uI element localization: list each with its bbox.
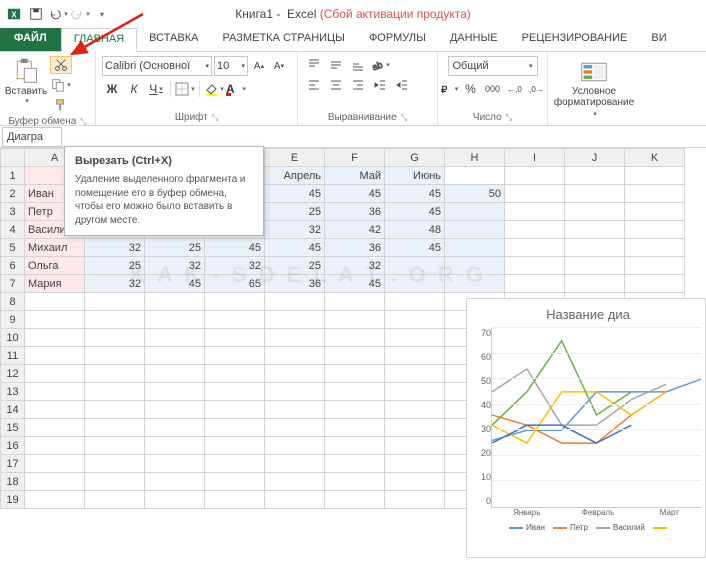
tab-home[interactable]: ГЛАВНАЯ (61, 28, 137, 52)
orientation-button[interactable]: ab▾ (370, 56, 390, 74)
align-right-button[interactable] (348, 76, 368, 94)
cut-button[interactable] (50, 56, 72, 74)
tab-insert[interactable]: ВСТАВКА (137, 28, 210, 51)
italic-button[interactable]: К (124, 80, 144, 98)
embedded-chart[interactable]: Название диа 706050403020100 ЯнварьФевра… (466, 298, 706, 558)
chart-x-axis: ЯнварьФевральМарт (491, 508, 705, 517)
col-header[interactable]: K (625, 149, 685, 167)
svg-text:X: X (11, 11, 17, 20)
svg-text:₽: ₽ (441, 85, 448, 96)
copy-button[interactable]: ▾ (50, 76, 72, 94)
qa-customize-icon[interactable]: ▾ (92, 4, 112, 24)
borders-button[interactable]: ▾ (175, 80, 195, 98)
row-header[interactable]: 19 (1, 491, 25, 509)
fill-color-button[interactable]: ▾ (204, 80, 224, 98)
chart-title[interactable]: Название диа (471, 307, 705, 322)
col-header[interactable]: F (325, 149, 385, 167)
qa-undo-icon[interactable]: ▾ (48, 4, 68, 24)
chart-y-axis: 706050403020100 (471, 328, 491, 508)
decrease-decimal-button[interactable]: ,0→ (527, 80, 547, 98)
grow-font-button[interactable]: A▴ (250, 57, 268, 75)
row-header[interactable]: 16 (1, 437, 25, 455)
tab-page-layout[interactable]: РАЗМЕТКА СТРАНИЦЫ (210, 28, 356, 51)
align-top-button[interactable] (304, 56, 324, 74)
row-header[interactable]: 3 (1, 203, 25, 221)
row-header[interactable]: 12 (1, 365, 25, 383)
align-middle-button[interactable] (326, 56, 346, 74)
row-header[interactable]: 13 (1, 383, 25, 401)
excel-app-icon[interactable]: X (4, 4, 24, 24)
select-all-corner[interactable] (1, 149, 25, 167)
clipboard-group-label: Буфер обмена⤡ (6, 116, 89, 127)
svg-text:ab: ab (371, 60, 384, 72)
chart-legend: ИванПетрВасилий (471, 523, 705, 532)
row-header[interactable]: 7 (1, 275, 25, 293)
format-painter-button[interactable] (50, 96, 72, 114)
qa-redo-icon[interactable]: ▾ (70, 4, 90, 24)
accounting-format-button[interactable]: ₽▾ (439, 80, 459, 98)
tab-file[interactable]: ФАЙЛ (0, 28, 61, 51)
percent-format-button[interactable]: % (461, 80, 481, 98)
qa-save-icon[interactable] (26, 4, 46, 24)
font-size-select[interactable]: 10▾ (214, 56, 248, 76)
conditional-formatting-button[interactable]: Условное форматирование ▾ (554, 56, 634, 119)
col-header[interactable]: J (565, 149, 625, 167)
col-header[interactable]: G (385, 149, 445, 167)
name-box[interactable]: Диагра (2, 127, 62, 147)
number-group-label: Число⤡ (444, 112, 541, 123)
paste-button[interactable]: Вставить▾ (6, 56, 46, 105)
row-header[interactable]: 4 (1, 221, 25, 239)
window-title: Книга1 - Excel (Сбой активации продукта) (235, 7, 471, 21)
col-header[interactable]: H (445, 149, 505, 167)
shrink-font-button[interactable]: A▾ (270, 57, 288, 75)
row-header[interactable]: 9 (1, 311, 25, 329)
row-header[interactable]: 5 (1, 239, 25, 257)
row-header[interactable]: 15 (1, 419, 25, 437)
increase-indent-button[interactable] (392, 76, 412, 94)
tab-data[interactable]: ДАННЫЕ (438, 28, 510, 51)
underline-button[interactable]: Ч▾ (146, 80, 166, 98)
tab-formulas[interactable]: ФОРМУЛЫ (357, 28, 438, 51)
cut-tooltip: Вырезать (Ctrl+X) Удаление выделенного ф… (64, 146, 264, 236)
align-left-button[interactable] (304, 76, 324, 94)
font-color-button[interactable]: A▾ (226, 80, 246, 98)
font-group-label: Шрифт⤡ (102, 112, 291, 123)
comma-format-button[interactable]: 000 (483, 80, 503, 98)
decrease-indent-button[interactable] (370, 76, 390, 94)
row-header[interactable]: 18 (1, 473, 25, 491)
number-format-select[interactable]: Общий▾ (448, 56, 538, 76)
align-bottom-button[interactable] (348, 56, 368, 74)
row-header[interactable]: 14 (1, 401, 25, 419)
tab-view[interactable]: ВИ (639, 28, 678, 51)
row-header[interactable]: 10 (1, 329, 25, 347)
align-center-button[interactable] (326, 76, 346, 94)
row-header[interactable]: 8 (1, 293, 25, 311)
font-name-select[interactable]: Calibri (Основної▾ (102, 56, 212, 76)
row-header[interactable]: 1 (1, 167, 25, 185)
bold-button[interactable]: Ж (102, 80, 122, 98)
row-header[interactable]: 6 (1, 257, 25, 275)
tab-review[interactable]: РЕЦЕНЗИРОВАНИЕ (510, 28, 640, 51)
col-header[interactable]: E (265, 149, 325, 167)
row-header[interactable]: 11 (1, 347, 25, 365)
col-header[interactable]: I (505, 149, 565, 167)
increase-decimal-button[interactable]: ←,0 (505, 80, 525, 98)
alignment-group-label: Выравнивание⤡ (304, 112, 431, 123)
row-header[interactable]: 17 (1, 455, 25, 473)
row-header[interactable]: 2 (1, 185, 25, 203)
